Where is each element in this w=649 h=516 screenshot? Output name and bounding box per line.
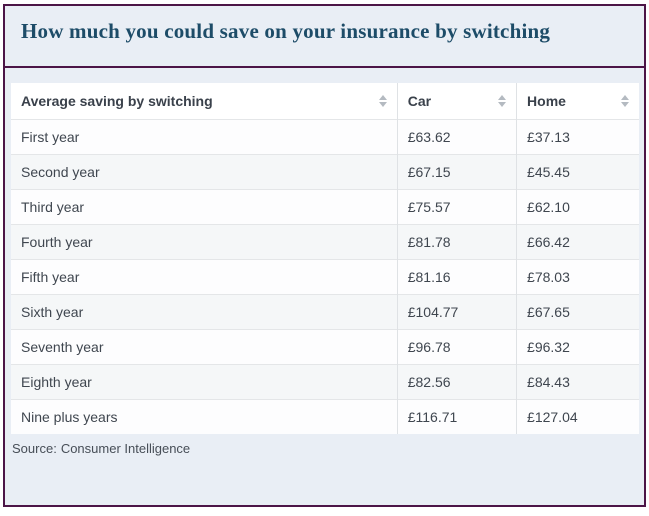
column-header-home[interactable]: Home	[516, 83, 639, 119]
home-value: £67.65	[516, 293, 639, 329]
savings-table: Average saving by switching Car Home	[11, 83, 639, 434]
row-label: Second year	[11, 153, 398, 189]
source-label: Source:	[12, 441, 57, 456]
widget-title-bar: How much you could save on your insuranc…	[5, 6, 644, 68]
sort-arrows-icon[interactable]	[621, 94, 629, 107]
car-value: £81.78	[396, 223, 517, 259]
home-value: £127.04	[516, 398, 639, 434]
car-value: £104.77	[396, 293, 517, 329]
sort-arrows-icon[interactable]	[498, 94, 507, 107]
row-label: Fifth year	[11, 258, 398, 294]
car-value: £75.57	[396, 188, 517, 224]
table-header-row: Average saving by switching Car Home	[11, 83, 639, 119]
table-row: Eighth year £82.56 £84.43	[11, 363, 639, 399]
car-value: £82.56	[396, 363, 517, 399]
column-header-label: Home	[527, 92, 566, 109]
table-row: Sixth year £104.77 £67.65	[11, 293, 639, 329]
home-value: £84.43	[516, 363, 639, 399]
table-row: First year £63.62 £37.13	[11, 118, 639, 154]
page-title: How much you could save on your insuranc…	[21, 19, 551, 43]
sort-arrows-icon[interactable]	[378, 94, 387, 107]
column-header-label: Car	[407, 92, 432, 109]
table-row: Fourth year £81.78 £66.42	[11, 223, 639, 259]
table-row: Fifth year £81.16 £78.03	[11, 258, 639, 294]
row-label: Seventh year	[11, 328, 398, 364]
table-row: Seventh year £96.78 £96.32	[11, 328, 639, 364]
column-header-car[interactable]: Car	[396, 83, 517, 119]
home-value: £96.32	[516, 328, 639, 364]
source-attribution: Source: Consumer Intelligence	[5, 434, 644, 456]
row-label: Nine plus years	[11, 398, 398, 434]
home-value: £66.42	[516, 223, 639, 259]
home-value: £78.03	[516, 258, 639, 294]
column-header-average-saving[interactable]: Average saving by switching	[11, 83, 398, 119]
row-label: Third year	[11, 188, 398, 224]
car-value: £81.16	[396, 258, 517, 294]
insurance-savings-widget: How much you could save on your insuranc…	[3, 4, 646, 507]
column-header-label: Average saving by switching	[21, 92, 213, 109]
table-container: Average saving by switching Car Home	[5, 68, 644, 434]
row-label: First year	[11, 118, 398, 154]
table-row: Second year £67.15 £45.45	[11, 153, 639, 189]
car-value: £67.15	[396, 153, 517, 189]
row-label: Sixth year	[11, 293, 398, 329]
source-value: Consumer Intelligence	[60, 441, 191, 456]
table-row: Third year £75.57 £62.10	[11, 188, 639, 224]
home-value: £37.13	[516, 118, 639, 154]
home-value: £62.10	[516, 188, 639, 224]
table-row: Nine plus years £116.71 £127.04	[11, 398, 639, 434]
row-label: Eighth year	[11, 363, 398, 399]
car-value: £63.62	[396, 118, 517, 154]
row-label: Fourth year	[11, 223, 398, 259]
car-value: £96.78	[396, 328, 517, 364]
home-value: £45.45	[516, 153, 639, 189]
car-value: £116.71	[396, 398, 517, 434]
